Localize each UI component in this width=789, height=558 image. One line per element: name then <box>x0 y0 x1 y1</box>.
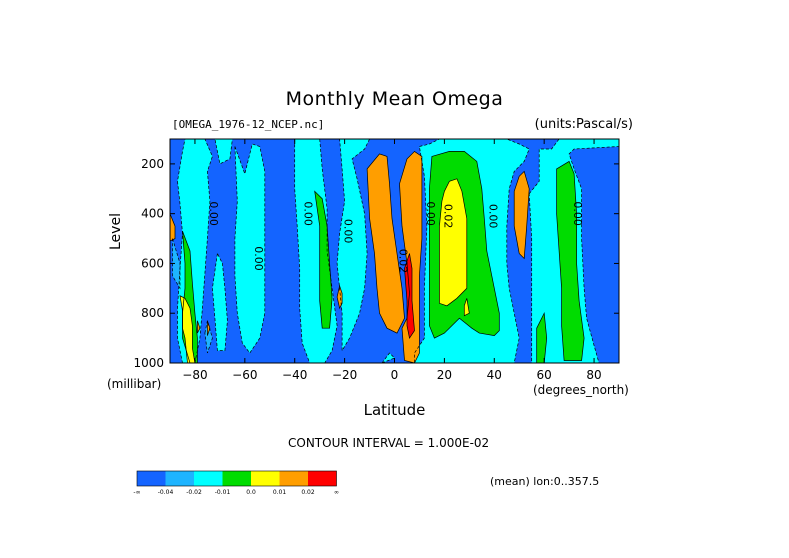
contour-line <box>336 284 343 310</box>
contour-region <box>399 151 422 363</box>
x-tick-label: 0 <box>391 368 399 382</box>
contour-line <box>314 190 333 329</box>
contour-line <box>381 352 396 363</box>
contour-line <box>182 230 198 363</box>
colorbar-label: ∞ <box>334 489 339 496</box>
contour-label: 0.00 <box>302 201 315 226</box>
contour-label: 0.02 <box>396 249 409 274</box>
contour-region <box>514 171 530 259</box>
colorbar-label: -0.02 <box>186 489 202 496</box>
contour-region <box>536 313 547 363</box>
x-tick-label: 60 <box>537 368 552 382</box>
contour-line <box>463 298 470 317</box>
y-tick-label: 200 <box>141 157 164 171</box>
colorbar-swatch <box>137 471 166 486</box>
contour-line <box>204 320 213 354</box>
contour-label: 0.00 <box>342 219 355 244</box>
contour-line <box>234 143 266 354</box>
contour-region <box>197 320 200 334</box>
source-file-label: [OMEGA_1976-12_NCEP.nc] <box>172 118 325 131</box>
contour-line <box>179 295 196 363</box>
y-tick-label: 1000 <box>133 356 164 370</box>
x-axis-ticks: −80 −60 −40 −20 0 20 40 60 80 <box>182 139 602 382</box>
contour-label: 0.00 <box>424 201 437 226</box>
colorbar-swatch <box>279 471 308 486</box>
contour-line <box>294 139 338 363</box>
contour-line <box>366 153 405 334</box>
colorbar-frame <box>136 470 337 487</box>
contour-label: 0.02 <box>441 204 454 229</box>
contour-line <box>439 178 468 307</box>
contour-interval-label: CONTOUR INTERVAL = 1.000E-02 <box>288 436 490 450</box>
contour-region <box>382 353 395 363</box>
contour-lines <box>170 139 619 363</box>
colorbar-label: -∞ <box>133 489 140 496</box>
contour-line <box>414 139 530 363</box>
y-tick-label: 400 <box>141 207 164 221</box>
y-tick-label: 800 <box>141 306 164 320</box>
contour-region <box>234 144 265 353</box>
colorbar-swatch <box>222 471 251 486</box>
colorbar: -∞ -0.04 -0.02 -0.01 0.0 0.01 0.02 ∞ <box>133 470 339 496</box>
colorbar-label: 0.02 <box>301 489 315 496</box>
chart-title: Monthly Mean Omega <box>285 88 504 110</box>
contour-region <box>172 238 180 289</box>
contour-line <box>170 213 176 242</box>
colorbar-swatch <box>165 471 194 486</box>
y-axis-label: Level <box>108 213 124 250</box>
contour-region <box>556 161 585 361</box>
contour-line <box>404 253 415 339</box>
contour-line <box>536 311 548 363</box>
contour-line <box>429 151 500 339</box>
x-tick-label: −40 <box>282 368 307 382</box>
contour-region <box>214 139 233 164</box>
contour-label: 0.00 <box>207 201 220 226</box>
units-label: (units:Pascal/s) <box>534 117 633 132</box>
contour-line <box>214 139 233 165</box>
colorbar-swatch <box>194 471 223 486</box>
plot-regions <box>170 139 619 363</box>
contour-line <box>207 320 211 336</box>
contour-line <box>212 252 228 351</box>
contour-line <box>513 170 530 260</box>
x-tick-label: −80 <box>182 368 207 382</box>
colorbar-label: 0.0 <box>246 489 256 496</box>
contour-label: 0.00 <box>252 246 265 270</box>
x-axis-units: (degrees_north) <box>533 383 629 397</box>
colorbar-label: -0.01 <box>215 489 231 496</box>
mean-lon-label: (mean) lon:0..357.5 <box>490 475 600 488</box>
colorbar-swatch <box>251 471 280 486</box>
y-axis-ticks: 200 400 600 800 1000 <box>133 157 619 370</box>
colorbar-swatch <box>308 471 337 486</box>
x-axis-label: Latitude <box>363 401 426 419</box>
x-tick-label: 20 <box>437 368 452 382</box>
contour-line <box>177 139 213 363</box>
contour-region <box>204 320 213 353</box>
colorbar-label: 0.01 <box>273 489 287 496</box>
contour-labels: 0.00 0.00 0.00 0.00 0.02 0.00 0.02 0.00 0.00 <box>207 201 584 273</box>
contour-region <box>367 153 405 334</box>
contour-region <box>207 320 210 336</box>
contour-line <box>399 150 423 363</box>
colorbar-label: -0.04 <box>158 489 174 496</box>
x-tick-label: 80 <box>586 368 601 382</box>
contour-region <box>439 178 467 306</box>
contour-region <box>180 295 195 363</box>
contour-region <box>314 191 333 329</box>
contour-line <box>197 320 201 334</box>
y-tick-label: 600 <box>141 256 164 270</box>
x-tick-label: −20 <box>332 368 357 382</box>
contour-region <box>337 139 370 351</box>
y-axis-units: (millibar) <box>107 377 162 391</box>
contour-line <box>556 160 585 361</box>
contour-label: 0.00 <box>571 201 584 226</box>
contour-region <box>212 253 228 351</box>
x-tick-label: −60 <box>232 368 257 382</box>
contour-region <box>170 213 175 241</box>
contour-line <box>336 139 370 352</box>
x-tick-label: 40 <box>487 368 502 382</box>
contour-label: 0.00 <box>486 204 499 229</box>
